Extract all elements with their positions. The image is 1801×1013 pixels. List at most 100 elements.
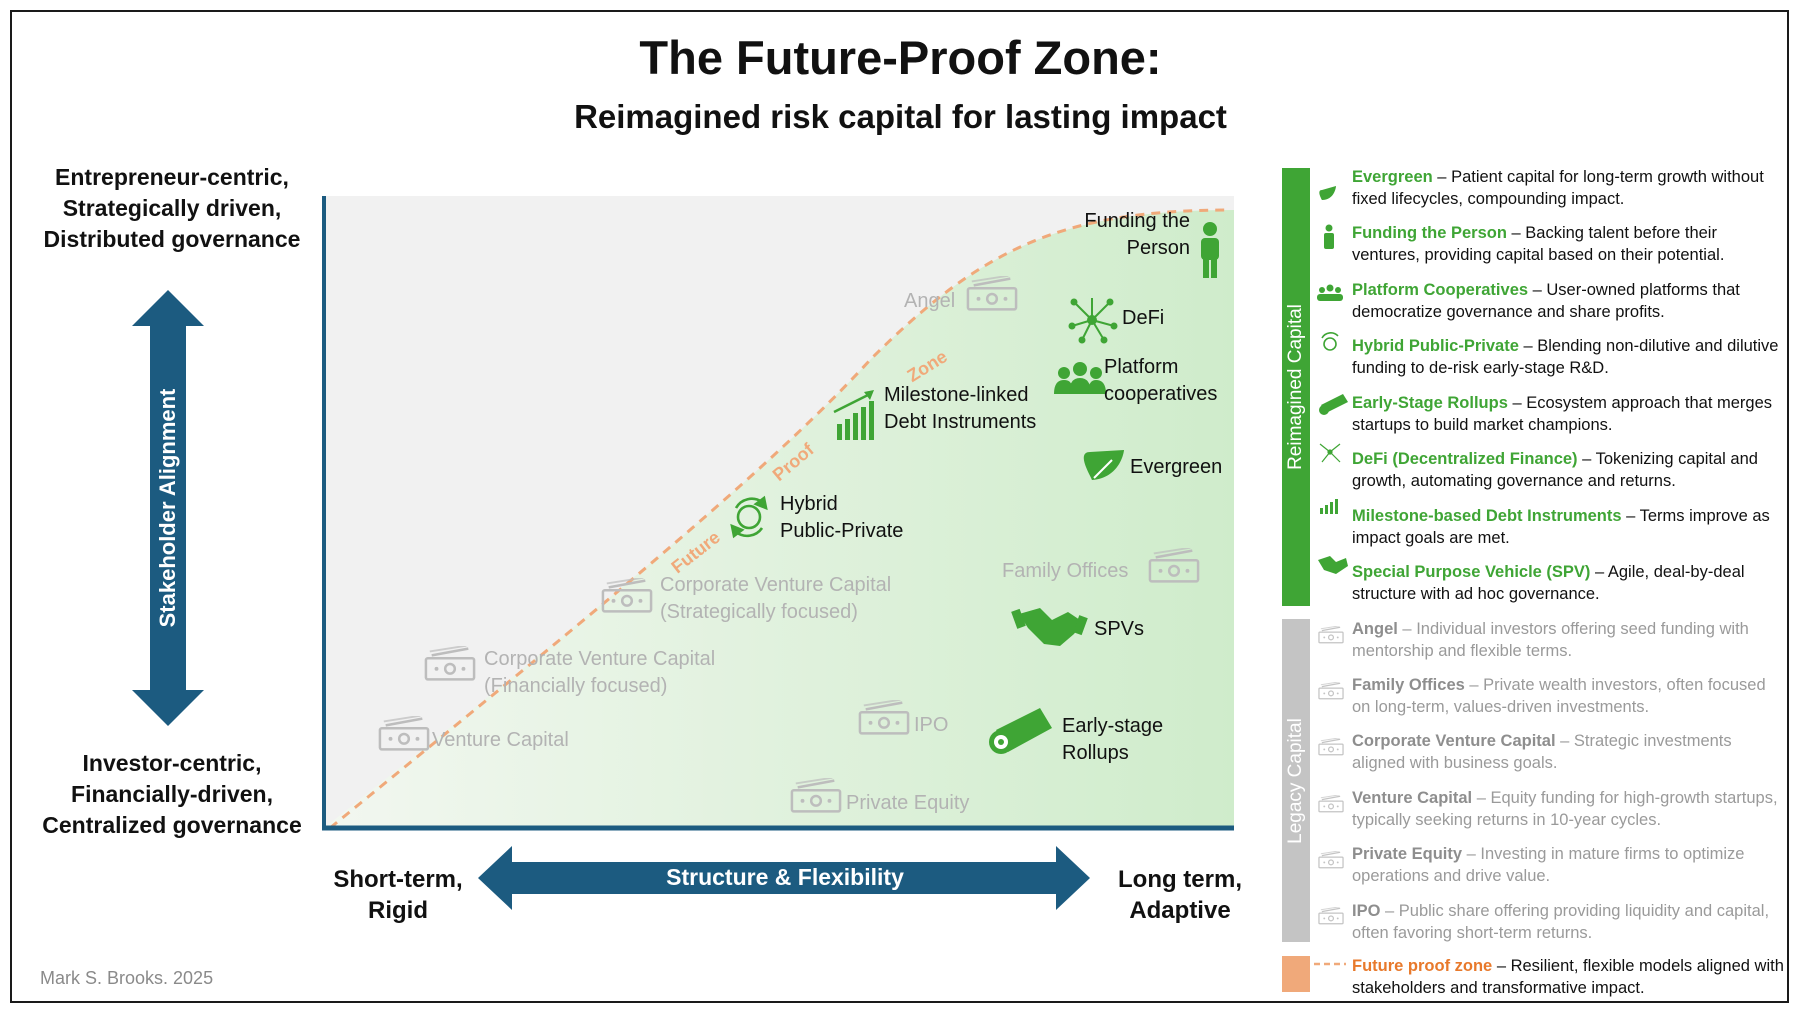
legend-item: Special Purpose Vehicle (SPV) – Agile, d…	[1352, 561, 1786, 605]
page-title: The Future-Proof Zone:	[639, 31, 1162, 84]
y-bottom-line: Centralized governance	[42, 812, 302, 838]
label-defi: DeFi	[1122, 305, 1164, 332]
label-milestone: Milestone-linked Debt Instruments	[884, 382, 1036, 436]
label-pe: Private Equity	[846, 790, 969, 817]
label-evergreen: Evergreen	[1130, 454, 1222, 481]
legend-item-name: Special Purpose Vehicle (SPV)	[1352, 563, 1591, 581]
page-subtitle: Reimagined risk capital for lasting impa…	[574, 98, 1227, 135]
legend-reimagined-bar	[1282, 168, 1310, 606]
legend-item: Corporate Venture Capital – Strategic in…	[1352, 730, 1786, 774]
x-left-line: Rigid	[368, 897, 428, 924]
network-icon	[1068, 298, 1118, 344]
label-line: Milestone-linked	[884, 384, 1029, 406]
legend-item: Hybrid Public-Private – Blending non-dil…	[1352, 335, 1786, 379]
legend-reimagined-title: Reimagined Capital	[1285, 304, 1306, 470]
legend-item: Funding the Person – Backing talent befo…	[1352, 222, 1786, 266]
label-line: cooperatives	[1104, 383, 1218, 405]
label-line: Corporate Venture Capital	[660, 574, 892, 596]
legend-item-desc: – Tokenizing capital and growth, automat…	[1352, 450, 1758, 490]
y-axis-arrow	[132, 290, 204, 726]
legend-item-name: Hybrid Public-Private	[1352, 337, 1519, 355]
reimagined-icons	[730, 222, 1219, 754]
label-line: Funding the	[1084, 210, 1190, 232]
legend-zone-name: Future proof zone	[1352, 957, 1493, 975]
x-axis-right-label: Long term, Adaptive	[1100, 864, 1260, 926]
label-line: DeFi	[1122, 307, 1165, 329]
legend-item-name: IPO	[1352, 902, 1381, 920]
legend-zone-swatch	[1282, 956, 1310, 992]
y-axis-title: Stakeholder Alignment	[155, 388, 180, 628]
x-left-line: Short-term,	[333, 866, 463, 893]
label-funding-person: Funding the Person	[1040, 208, 1190, 262]
legend-ipo-icon	[1318, 907, 1344, 925]
legend-item: Family Offices – Private wealth investor…	[1352, 674, 1786, 718]
future-proof-zone-area	[324, 210, 1234, 828]
legend-legacy-title: Legacy Capital	[1285, 718, 1306, 844]
legend-vc-icon	[1318, 795, 1344, 813]
label-ipo: IPO	[914, 712, 948, 739]
y-axis-bottom-label: Investor-centric, Financially-driven, Ce…	[22, 748, 322, 841]
label-line: Corporate Venture Capital	[484, 648, 716, 670]
legend-item-desc: – Patient capital for long-term growth w…	[1352, 168, 1764, 208]
legend-reimagined-icons	[1317, 186, 1348, 574]
label-line: Public-Private	[780, 520, 904, 542]
legend-item-desc: – Public share offering providing liquid…	[1352, 902, 1770, 942]
y-bottom-line: Investor-centric,	[82, 750, 262, 776]
legend-item-name: Platform Cooperatives	[1352, 281, 1529, 299]
legend-zone-item: Future proof zone – Resilient, flexible …	[1352, 955, 1792, 999]
legend-item: DeFi (Decentralized Finance) – Tokenizin…	[1352, 448, 1786, 492]
legend-cycle-icon	[1321, 332, 1339, 351]
x-right-line: Adaptive	[1129, 897, 1231, 924]
leaf-icon	[1083, 450, 1124, 480]
label-platform-coop: Platform cooperatives	[1104, 354, 1217, 408]
person-icon	[1201, 222, 1219, 278]
legend-item-desc: – Agile, deal-by-deal structure with ad …	[1352, 563, 1745, 603]
legend-item-name: Corporate Venture Capital	[1352, 732, 1556, 750]
legend-handshake-icon	[1318, 556, 1348, 574]
legend-item-name: DeFi (Decentralized Finance)	[1352, 450, 1578, 468]
label-line: Rollups	[1062, 742, 1129, 764]
legend-item: Platform Cooperatives – User-owned platf…	[1352, 279, 1786, 323]
label-line: Person	[1126, 237, 1190, 259]
legend-item-name: Early-Stage Rollups	[1352, 394, 1508, 412]
label-family-offices: Family Offices	[1002, 558, 1128, 585]
x-axis-arrow	[478, 846, 1090, 910]
legend-item: Milestone-based Debt Instruments – Terms…	[1352, 505, 1786, 549]
legend-item-name: Milestone-based Debt Instruments	[1352, 507, 1622, 525]
cycle-icon	[730, 495, 768, 539]
label-line: Hybrid	[780, 493, 838, 515]
label-line: Platform	[1104, 356, 1179, 378]
legend-item: Angel – Individual investors offering se…	[1352, 618, 1786, 662]
legend-item-desc: – Terms improve as impact goals are met.	[1352, 507, 1770, 547]
legend-item-desc: – Equity funding for high-growth startup…	[1352, 789, 1778, 829]
label-line: Angel	[904, 290, 956, 312]
label-vc: Venture Capital	[432, 727, 569, 754]
x-right-line: Long term,	[1118, 866, 1242, 893]
label-line: SPVs	[1094, 618, 1145, 640]
legend-angel-icon	[1318, 626, 1344, 644]
legend-item-desc: – Investing in mature firms to optimize …	[1352, 845, 1745, 885]
label-angel: Angel	[904, 288, 955, 315]
label-line: (Financially focused)	[484, 675, 668, 697]
legend-legacy-bar	[1282, 619, 1310, 942]
x-axis-left-label: Short-term, Rigid	[318, 864, 478, 926]
label-line: Early-stage	[1062, 715, 1164, 737]
legend-group-icon	[1317, 284, 1343, 301]
label-line: (Strategically focused)	[660, 601, 858, 623]
legend-legacy-icons	[1318, 626, 1344, 925]
legend-item-desc: – User-owned platforms that democratize …	[1352, 281, 1740, 321]
label-line: IPO	[914, 714, 949, 736]
label-cvc-strategic: Corporate Venture Capital (Strategically…	[660, 572, 891, 626]
x-axis-title: Structure & Flexibility	[666, 864, 904, 890]
legend-bar-icon	[1320, 499, 1338, 514]
y-axis-top-label: Entrepreneur-centric, Strategically driv…	[22, 162, 322, 255]
legend-item: Venture Capital – Equity funding for hig…	[1352, 787, 1786, 831]
label-line: Private Equity	[846, 792, 970, 814]
legend-cvc-icon	[1318, 738, 1344, 756]
legend-item: Evergreen – Patient capital for long-ter…	[1352, 166, 1786, 210]
legend-item: Private Equity – Investing in mature fir…	[1352, 843, 1786, 887]
legend-leaf-icon	[1319, 186, 1336, 200]
handshake-icon	[1011, 608, 1088, 646]
label-line: Family Offices	[1002, 560, 1129, 582]
